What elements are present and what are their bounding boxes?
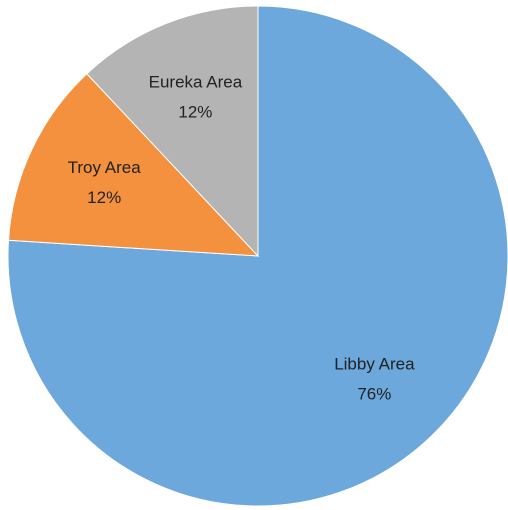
- slice-label: Troy Area: [68, 158, 142, 177]
- slice-value-label: 12%: [178, 102, 212, 121]
- slice-value-label: 12%: [87, 188, 121, 207]
- slice-label: Eureka Area: [149, 72, 243, 91]
- pie-slice: [7, 73, 260, 257]
- slice-label: Libby Area: [334, 354, 415, 373]
- slice-value-label: 76%: [357, 384, 391, 403]
- pie-slice: [86, 5, 259, 258]
